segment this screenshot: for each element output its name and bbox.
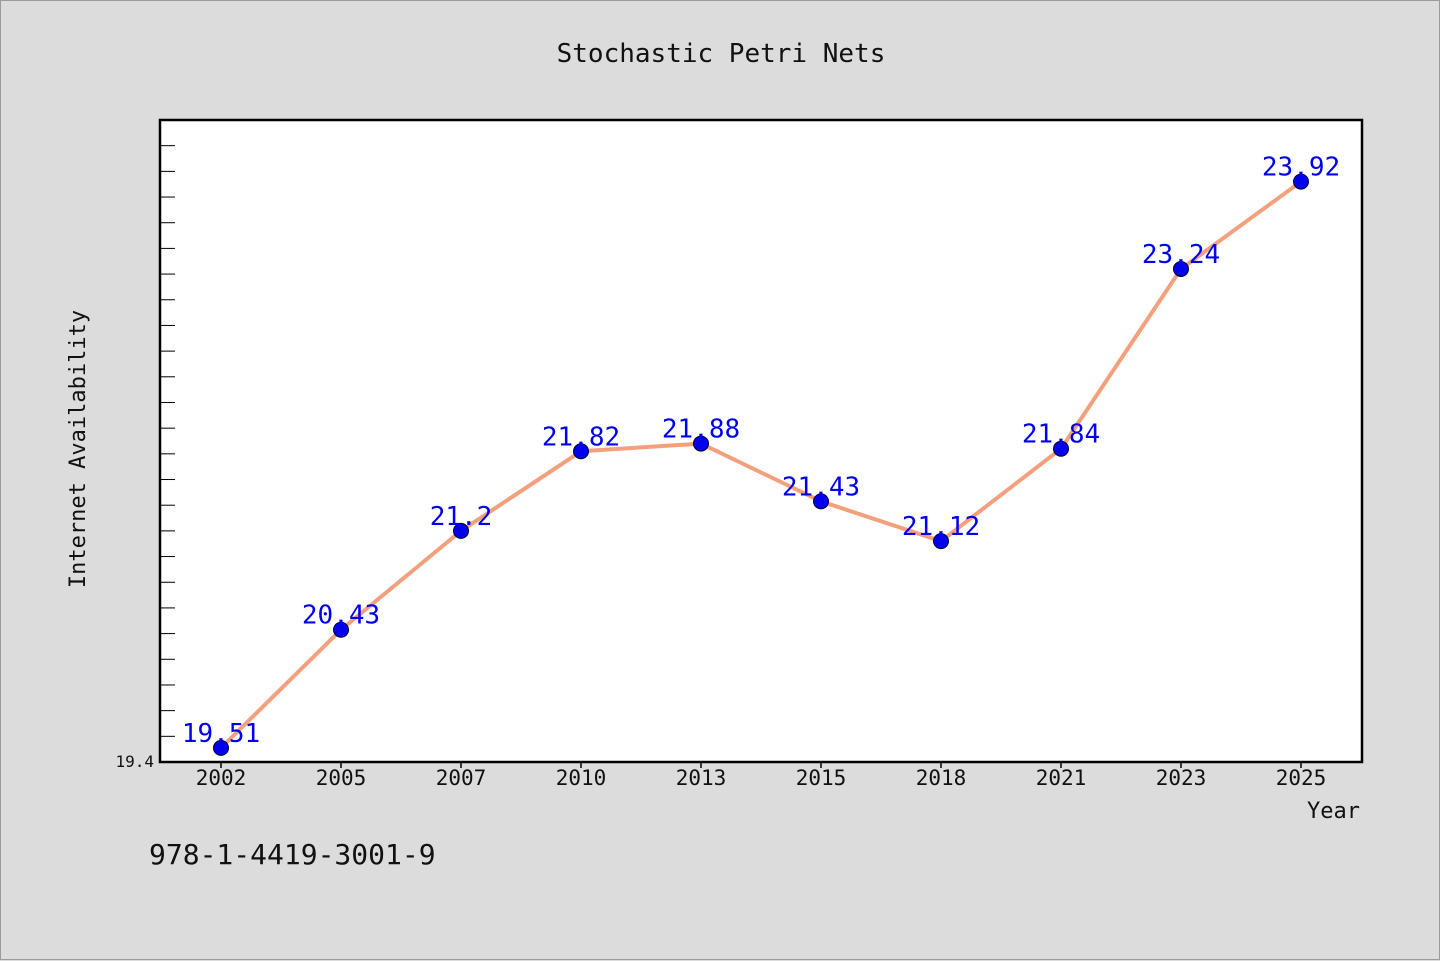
data-point [1173,260,1189,277]
isbn-footer-text: 978-1-4419-3001-9 [149,838,436,871]
x-tick-label: 2015 [796,766,847,790]
data-point [813,493,829,510]
data-point [333,621,349,638]
y-axis-min-label: 19.4 [115,752,154,771]
data-label: 21.2 [430,502,493,532]
chart-title: Stochastic Petri Nets [557,39,886,69]
x-tick-label: 2025 [1276,766,1327,790]
x-tick-label: 2023 [1156,766,1207,790]
x-axis-label: Year [1307,799,1360,824]
data-label: 20.43 [302,601,380,631]
x-tick-label: 2002 [196,766,247,790]
data-point [1053,440,1069,457]
y-axis-label: Internet Availability [66,310,91,588]
series-line [219,180,1303,750]
plot-area [160,120,1362,762]
x-axis-tick-labels: 2002 2005 2007 2010 2013 2015 2018 2021 2023 2025 [196,762,1327,790]
x-tick-label: 2013 [676,766,727,790]
series-line-layer [219,180,1303,750]
data-label: 21.43 [782,472,860,502]
x-tick-label: 2005 [316,766,367,790]
data-label: 21.12 [902,512,980,542]
data-point [933,533,949,550]
x-tick-label: 2018 [916,766,967,790]
data-point [213,739,229,756]
data-label: 21.84 [1022,420,1100,450]
x-tick-label: 2007 [436,766,487,790]
data-label: 23.92 [1262,153,1340,183]
data-label: 21.88 [662,415,740,445]
data-label: 21.82 [542,422,620,452]
y-axis-ticks [160,145,175,737]
markers-layer [213,173,1309,756]
plot-border [158,118,1364,764]
data-point [1293,173,1309,190]
data-labels-layer: 19.51 20.43 21.2 21.82 21.88 21.43 21.12 21.84 2… [182,153,1340,749]
data-label: 19.51 [182,719,260,749]
data-point [573,443,589,460]
x-tick-label: 2010 [556,766,607,790]
data-point [693,435,709,452]
data-point [453,522,469,539]
x-tick-label: 2021 [1036,766,1087,790]
data-label: 23.24 [1142,240,1220,270]
